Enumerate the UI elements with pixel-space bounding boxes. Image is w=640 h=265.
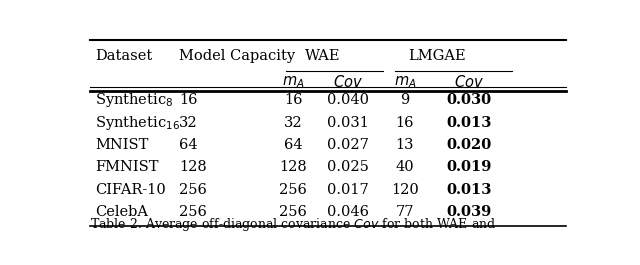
Text: CelebA: CelebA bbox=[95, 205, 148, 219]
Text: 256: 256 bbox=[179, 205, 207, 219]
Text: Synthetic$_8$: Synthetic$_8$ bbox=[95, 91, 173, 109]
Text: 256: 256 bbox=[279, 205, 307, 219]
Text: 64: 64 bbox=[179, 138, 198, 152]
Text: 0.046: 0.046 bbox=[327, 205, 369, 219]
Text: 0.025: 0.025 bbox=[327, 161, 369, 174]
Text: Synthetic$_{16}$: Synthetic$_{16}$ bbox=[95, 114, 180, 132]
Text: 256: 256 bbox=[279, 183, 307, 197]
Text: 32: 32 bbox=[179, 116, 198, 130]
Text: 0.013: 0.013 bbox=[447, 116, 492, 130]
Text: 0.020: 0.020 bbox=[447, 138, 492, 152]
Text: 40: 40 bbox=[396, 161, 414, 174]
Text: $m_A$: $m_A$ bbox=[282, 74, 305, 90]
Text: 77: 77 bbox=[396, 205, 414, 219]
Text: 128: 128 bbox=[179, 161, 207, 174]
Text: WAE: WAE bbox=[305, 49, 340, 63]
Text: $m_A$: $m_A$ bbox=[394, 74, 416, 90]
Text: 0.027: 0.027 bbox=[327, 138, 369, 152]
Text: 16: 16 bbox=[284, 93, 303, 107]
Text: 16: 16 bbox=[396, 116, 414, 130]
Text: 0.030: 0.030 bbox=[447, 93, 492, 107]
Text: 9: 9 bbox=[400, 93, 410, 107]
Text: 64: 64 bbox=[284, 138, 303, 152]
Text: 0.013: 0.013 bbox=[447, 183, 492, 197]
Text: 0.031: 0.031 bbox=[327, 116, 369, 130]
Text: 32: 32 bbox=[284, 116, 303, 130]
Text: Dataset: Dataset bbox=[95, 49, 152, 63]
Text: 256: 256 bbox=[179, 183, 207, 197]
Text: 0.019: 0.019 bbox=[447, 161, 492, 174]
Text: 0.017: 0.017 bbox=[327, 183, 369, 197]
Text: 120: 120 bbox=[391, 183, 419, 197]
Text: FMNIST: FMNIST bbox=[95, 161, 158, 174]
Text: Table 2. Average off-diagonal covariance $Cov$ for both WAE and: Table 2. Average off-diagonal covariance… bbox=[90, 216, 496, 233]
Text: 128: 128 bbox=[280, 161, 307, 174]
Text: 13: 13 bbox=[396, 138, 414, 152]
Text: CIFAR-10: CIFAR-10 bbox=[95, 183, 166, 197]
Text: $Cov$: $Cov$ bbox=[454, 74, 484, 90]
Text: LMGAE: LMGAE bbox=[408, 49, 466, 63]
Text: Model Capacity: Model Capacity bbox=[179, 49, 295, 63]
Text: 0.040: 0.040 bbox=[327, 93, 369, 107]
Text: 0.039: 0.039 bbox=[447, 205, 492, 219]
Text: $Cov$: $Cov$ bbox=[333, 74, 363, 90]
Text: 16: 16 bbox=[179, 93, 198, 107]
Text: MNIST: MNIST bbox=[95, 138, 148, 152]
